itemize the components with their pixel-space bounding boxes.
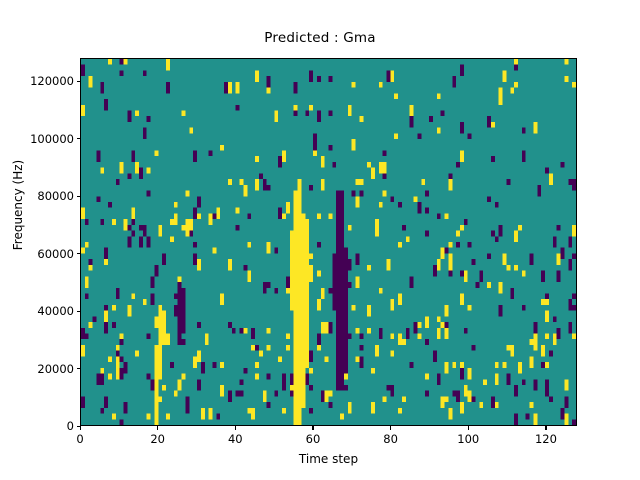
- x-tick-label: 120: [534, 432, 557, 446]
- x-tick-mark: [545, 426, 547, 430]
- x-tick-mark: [79, 426, 81, 430]
- y-tick-mark: [76, 80, 80, 82]
- y-tick-label: 60000: [37, 246, 74, 261]
- x-tick-label: 0: [76, 432, 84, 446]
- y-axis-label: Frequency (Hz): [11, 159, 25, 251]
- y-tick-mark: [76, 310, 80, 312]
- heatmap-axes: [80, 58, 577, 426]
- x-tick-mark: [312, 426, 314, 430]
- x-tick-label: 60: [305, 432, 321, 446]
- x-tick-mark: [157, 426, 159, 430]
- y-tick-label: 120000: [30, 74, 74, 88]
- x-tick-label: 40: [227, 432, 243, 446]
- y-tick-label: 80000: [37, 189, 74, 203]
- y-tick-label: 40000: [37, 304, 74, 318]
- heatmap-canvas: [81, 59, 576, 425]
- x-tick-label: 80: [383, 432, 398, 446]
- x-tick-mark: [467, 426, 469, 430]
- x-tick-mark: [390, 426, 392, 430]
- y-tick-mark: [76, 138, 80, 140]
- y-tick-mark: [76, 368, 80, 370]
- y-tick-mark: [76, 195, 80, 197]
- y-tick-label: 0: [66, 419, 74, 433]
- x-tick-label: 20: [150, 432, 165, 446]
- x-tick-label: 100: [457, 432, 480, 446]
- y-tick-label: 20000: [37, 361, 74, 376]
- chart-title: Predicted : Gma: [264, 30, 376, 46]
- x-tick-mark: [234, 426, 236, 430]
- y-tick-label: 100000: [30, 131, 74, 146]
- x-axis-label: Time step: [298, 452, 359, 466]
- y-tick-mark: [76, 253, 80, 255]
- y-tick-mark: [76, 425, 80, 427]
